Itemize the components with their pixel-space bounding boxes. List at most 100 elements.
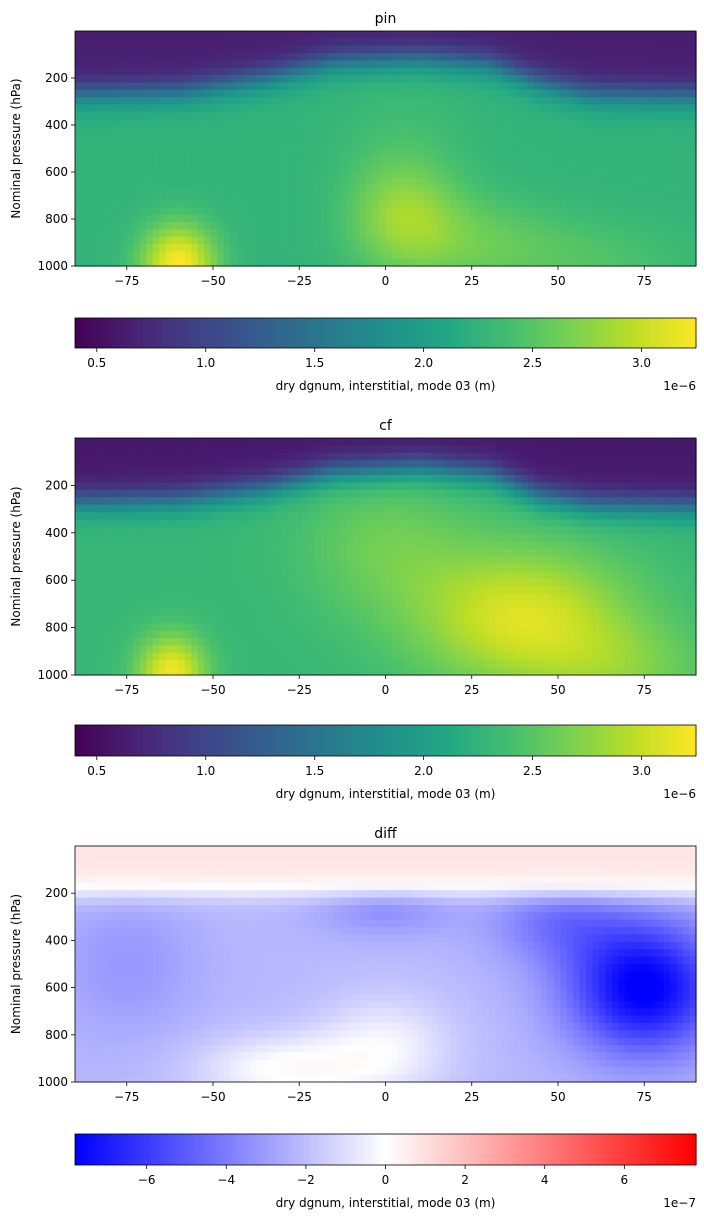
heatmap-cell [631, 460, 639, 469]
colorbar-segment [673, 318, 677, 348]
heatmap-cell [456, 185, 464, 194]
heatmap-cell [327, 438, 335, 447]
heatmap-cell [534, 45, 542, 54]
heatmap-cell [217, 467, 225, 476]
heatmap-cell [644, 75, 652, 84]
heatmap-cell [527, 155, 535, 164]
heatmap-cell [184, 75, 193, 84]
heatmap-cell [275, 141, 283, 150]
colorbar-segment [639, 318, 643, 348]
heatmap-cell [120, 60, 128, 69]
heatmap-cell [139, 170, 147, 179]
colorbar-segment [382, 318, 387, 348]
heatmap-cell [210, 133, 218, 142]
heatmap-cell [456, 133, 464, 142]
heatmap-cell [579, 60, 587, 69]
heatmap-cell [262, 467, 270, 476]
heatmap-cell [495, 214, 503, 223]
heatmap-cell [327, 126, 335, 135]
heatmap-cell [508, 155, 516, 164]
heatmap-cell [508, 82, 516, 91]
heatmap-cell [540, 541, 548, 550]
heatmap-cell [243, 192, 251, 201]
heatmap-cell [547, 460, 555, 469]
heatmap-cell [353, 163, 361, 172]
heatmap-cell [644, 111, 652, 120]
heatmap-cell [294, 460, 303, 469]
heatmap-cell [404, 534, 412, 543]
heatmap-cell [586, 475, 594, 484]
heatmap-cell [204, 482, 212, 491]
heatmap-cell [618, 89, 626, 98]
heatmap-cell [489, 38, 497, 47]
heatmap-cell [605, 526, 613, 535]
heatmap-cell [223, 541, 231, 550]
heatmap-cell [359, 438, 367, 447]
heatmap-cell [430, 236, 438, 245]
heatmap-cell [385, 60, 393, 69]
heatmap-cell [301, 207, 309, 216]
heatmap-cell [683, 104, 691, 113]
heatmap-cell [282, 31, 290, 39]
heatmap-cell [404, 512, 412, 521]
heatmap-cell [469, 163, 477, 172]
heatmap-cell [618, 214, 626, 223]
heatmap-cell [165, 148, 173, 157]
heatmap-cell [107, 445, 115, 454]
heatmap-cell [417, 251, 425, 260]
heatmap-cell [165, 141, 173, 150]
heatmap-cell [476, 111, 484, 120]
heatmap-cell [372, 111, 380, 120]
heatmap-cell [301, 460, 309, 469]
heatmap-cell [87, 467, 96, 476]
heatmap-cell [650, 445, 658, 454]
heatmap-cell [650, 141, 658, 150]
heatmap-cell [443, 519, 451, 528]
heatmap-cell [320, 177, 328, 186]
heatmap-cell [282, 475, 290, 484]
heatmap-cell [670, 119, 678, 128]
heatmap-cell [197, 229, 205, 238]
heatmap-cell [366, 475, 374, 484]
heatmap-cell [657, 163, 665, 172]
heatmap-cell [605, 31, 613, 39]
heatmap-cell [301, 170, 309, 179]
heatmap-cell [327, 104, 335, 113]
heatmap-cell [663, 526, 671, 535]
heatmap-cell [560, 258, 568, 267]
heatmap-cell [611, 236, 619, 245]
heatmap-cell [663, 185, 671, 194]
heatmap-cell [139, 534, 147, 543]
heatmap-cell [424, 170, 432, 179]
heatmap-cell [243, 504, 251, 513]
heatmap-cell [398, 155, 406, 164]
heatmap-cell [501, 31, 510, 39]
heatmap-cell [152, 497, 160, 506]
heatmap-cell [424, 556, 432, 565]
heatmap-cell [495, 549, 503, 558]
heatmap-cell [139, 82, 147, 91]
heatmap-cell [463, 519, 471, 528]
heatmap-cell [346, 556, 354, 565]
heatmap-cell [663, 452, 671, 461]
heatmap-cell [637, 89, 645, 98]
heatmap-cell [379, 534, 387, 543]
heatmap-cell [87, 60, 96, 69]
heatmap-cell [314, 489, 322, 498]
heatmap-cell [391, 519, 400, 528]
y-tick-label: 800 [45, 212, 68, 226]
heatmap-cell [210, 221, 218, 230]
heatmap-cell [521, 258, 529, 267]
heatmap-cell [592, 556, 600, 565]
heatmap-cell [437, 519, 445, 528]
heatmap-cell [489, 526, 497, 535]
heatmap-cell [262, 177, 270, 186]
heatmap-cell [146, 221, 154, 230]
heatmap-cell [172, 452, 180, 461]
heatmap-cell [424, 467, 432, 476]
colorbar-segment [337, 318, 341, 348]
heatmap-cell [657, 119, 665, 128]
heatmap-cell [456, 53, 464, 61]
heatmap-cell [482, 133, 490, 142]
heatmap-cell [152, 192, 160, 201]
